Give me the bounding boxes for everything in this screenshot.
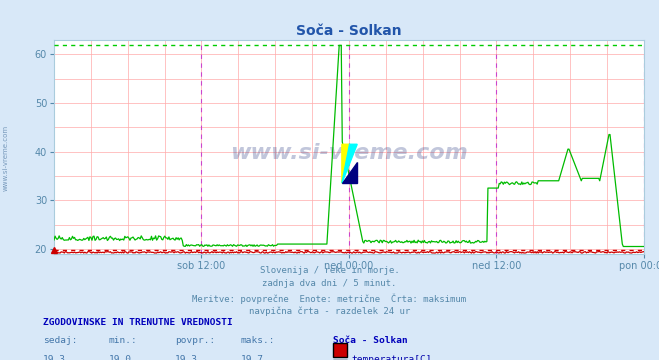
- Text: navpična črta - razdelek 24 ur: navpična črta - razdelek 24 ur: [249, 307, 410, 316]
- Polygon shape: [342, 144, 357, 183]
- Text: sedaj:: sedaj:: [43, 336, 77, 345]
- Text: maks.:: maks.:: [241, 336, 275, 345]
- Title: Soča - Solkan: Soča - Solkan: [296, 24, 402, 39]
- Text: zadnja dva dni / 5 minut.: zadnja dva dni / 5 minut.: [262, 279, 397, 288]
- Text: 19,7: 19,7: [241, 355, 264, 360]
- Text: Soča - Solkan: Soča - Solkan: [333, 336, 407, 345]
- Text: temperatura[C]: temperatura[C]: [351, 355, 432, 360]
- Polygon shape: [342, 162, 357, 183]
- Text: www.si-vreme.com: www.si-vreme.com: [230, 143, 468, 163]
- Text: 19,0: 19,0: [109, 355, 132, 360]
- Text: 19,3: 19,3: [43, 355, 66, 360]
- Text: Slovenija / reke in morje.: Slovenija / reke in morje.: [260, 266, 399, 275]
- Text: ZGODOVINSKE IN TRENUTNE VREDNOSTI: ZGODOVINSKE IN TRENUTNE VREDNOSTI: [43, 318, 233, 327]
- Text: 19,3: 19,3: [175, 355, 198, 360]
- Text: min.:: min.:: [109, 336, 138, 345]
- Polygon shape: [342, 144, 349, 183]
- Text: www.si-vreme.com: www.si-vreme.com: [2, 125, 9, 192]
- Text: povpr.:: povpr.:: [175, 336, 215, 345]
- Text: Meritve: povprečne  Enote: metrične  Črta: maksimum: Meritve: povprečne Enote: metrične Črta:…: [192, 293, 467, 303]
